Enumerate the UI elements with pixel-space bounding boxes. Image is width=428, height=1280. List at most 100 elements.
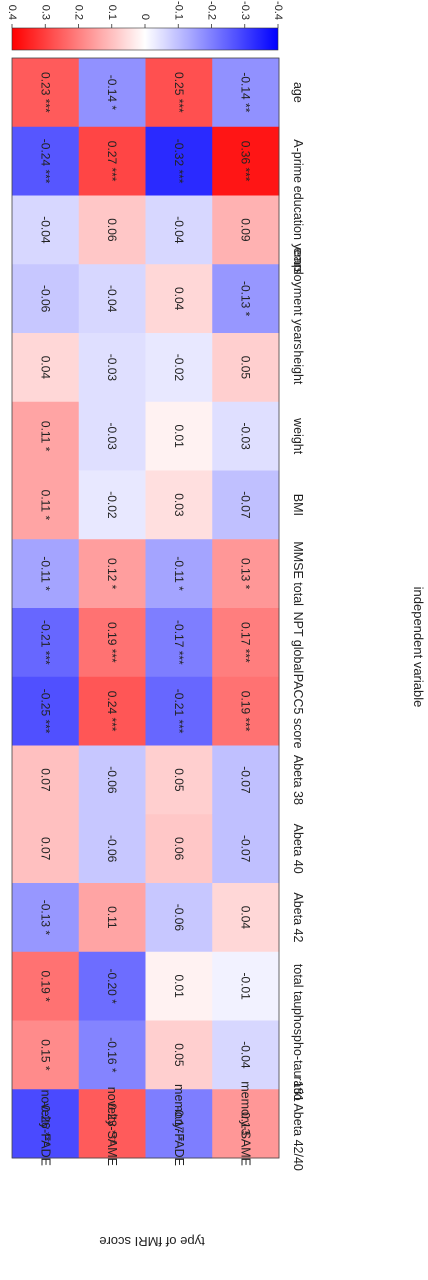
cell-value-label: -0.32 *** xyxy=(172,139,186,184)
colorbar-tick-label: 0.2 xyxy=(73,5,85,20)
cell-value-label: 0.05 xyxy=(172,768,186,792)
heatmap-cell xyxy=(212,539,280,609)
column-label: PACC5 score xyxy=(291,674,305,749)
cell-value-label: -0.03 xyxy=(105,422,119,450)
column-label: MMSE total xyxy=(291,541,305,606)
cell-value-label: -0.14 ** xyxy=(239,72,253,112)
heatmap-cell xyxy=(12,470,80,540)
colorbar-tick-label: 0 xyxy=(139,14,151,20)
heatmap-cell xyxy=(145,1089,213,1159)
heatmap-cell xyxy=(145,608,213,678)
heatmap-cell xyxy=(212,814,280,884)
heatmap-cell xyxy=(78,951,146,1021)
cell-value-label: 0.27 *** xyxy=(105,141,119,182)
heatmap-cell xyxy=(145,470,213,540)
heatmap-cell xyxy=(78,676,146,746)
cell-value-label: -0.14 * xyxy=(105,75,119,111)
heatmap-cell xyxy=(12,1089,80,1159)
heatmap-cell xyxy=(12,745,80,815)
heatmap-cell xyxy=(12,58,80,128)
heatmap-cell xyxy=(212,608,280,678)
heatmap-cell xyxy=(78,539,146,609)
cell-value-label: 0.11 * xyxy=(38,490,52,521)
heatmap-cell xyxy=(12,539,80,609)
row-label: memory-FADE xyxy=(172,1084,186,1166)
heatmap-cell xyxy=(78,470,146,540)
cell-value-label: -0.16 * xyxy=(105,1037,119,1073)
heatmap-cell xyxy=(212,401,280,471)
column-label: height xyxy=(291,350,305,385)
heatmap-border xyxy=(11,57,280,1159)
heatmap-cell xyxy=(145,1020,213,1090)
column-label: education years xyxy=(291,186,305,274)
cell-value-label: 0.19 *** xyxy=(105,622,119,663)
cell-value-label: 0.03 xyxy=(172,493,186,517)
heatmap-cell xyxy=(78,126,146,196)
cell-value-label: 0.04 xyxy=(172,287,186,311)
cell-value-label: 0.36 *** xyxy=(239,141,253,182)
heatmap-cell xyxy=(78,1020,146,1090)
colorbar-gradient xyxy=(11,27,279,51)
heatmap-cell xyxy=(145,883,213,953)
cell-value-label: -0.26 *** xyxy=(38,1101,52,1146)
cell-value-label: -0.13 * xyxy=(239,281,253,317)
cell-value-label: -0.24 *** xyxy=(38,139,52,184)
heatmap-cell xyxy=(12,608,80,678)
heatmap-cell xyxy=(212,126,280,196)
cell-value-label: -0.07 xyxy=(239,491,253,519)
heatmap-cell xyxy=(145,814,213,884)
cell-value-label: -0.20 * xyxy=(105,968,119,1004)
cell-value-label: -0.25 *** xyxy=(38,689,52,734)
cell-value-label: -0.02 xyxy=(172,354,186,382)
heatmap-cell xyxy=(12,195,80,265)
cell-value-label: -0.03 xyxy=(105,354,119,382)
colorbar-tick-label: -0.4 xyxy=(272,1,284,20)
column-label: employment years xyxy=(291,248,305,350)
column-label: age xyxy=(291,82,305,103)
cell-value-label: -0.06 xyxy=(38,285,52,313)
column-label: weight xyxy=(291,417,305,455)
heatmap-cell xyxy=(78,814,146,884)
heatmap-cell xyxy=(12,126,80,196)
cell-value-label: 0.07 xyxy=(38,768,52,792)
column-label: BMI xyxy=(291,494,305,516)
cell-value-label: 0.05 xyxy=(172,1043,186,1067)
cell-value-label: 0.13 xyxy=(239,1112,253,1136)
column-label: Abeta 38 xyxy=(291,755,305,805)
cell-value-label: -0.03 xyxy=(239,422,253,450)
column-label: NPT global xyxy=(291,612,305,674)
heatmap-cell xyxy=(145,951,213,1021)
cell-value-label: 0.19 * xyxy=(38,970,52,1002)
cell-value-label: 0.11 * xyxy=(38,421,52,452)
heatmap-cell xyxy=(12,401,80,471)
heatmap-cell xyxy=(145,126,213,196)
row-label: memory-SAME xyxy=(239,1081,253,1166)
colorbar-tick-label: 0.3 xyxy=(39,5,51,20)
cell-value-label: -0.07 xyxy=(239,766,253,794)
cell-value-label: -0.21 *** xyxy=(38,620,52,665)
cell-value-label: -0.06 xyxy=(172,904,186,932)
heatmap-cell xyxy=(145,195,213,265)
heatmap-cell xyxy=(78,401,146,471)
cell-value-label: 0.11 xyxy=(105,906,119,929)
heatmap-cell xyxy=(12,333,80,403)
cell-value-label: 0.15 * xyxy=(38,1039,52,1071)
heatmap-cell xyxy=(212,951,280,1021)
cell-value-label: 0.07 xyxy=(38,837,52,861)
cell-value-label: 0.23 *** xyxy=(38,72,52,113)
cell-value-label: 0.01 xyxy=(172,974,186,998)
heatmap-cell xyxy=(78,264,146,334)
cell-value-label: 0.12 * xyxy=(105,558,119,590)
heatmap-cell xyxy=(145,264,213,334)
cell-value-label: -0.06 xyxy=(105,766,119,794)
cell-value-label: -0.17 * xyxy=(172,1106,186,1142)
cell-value-label: 0.23 *** xyxy=(105,1103,119,1144)
heatmap-cell xyxy=(78,883,146,953)
heatmap-cell xyxy=(212,264,280,334)
cell-value-label: -0.07 xyxy=(239,835,253,863)
heatmap-cell xyxy=(212,676,280,746)
cell-value-label: 0.04 xyxy=(239,906,253,930)
column-label: Abeta 40 xyxy=(291,824,305,874)
